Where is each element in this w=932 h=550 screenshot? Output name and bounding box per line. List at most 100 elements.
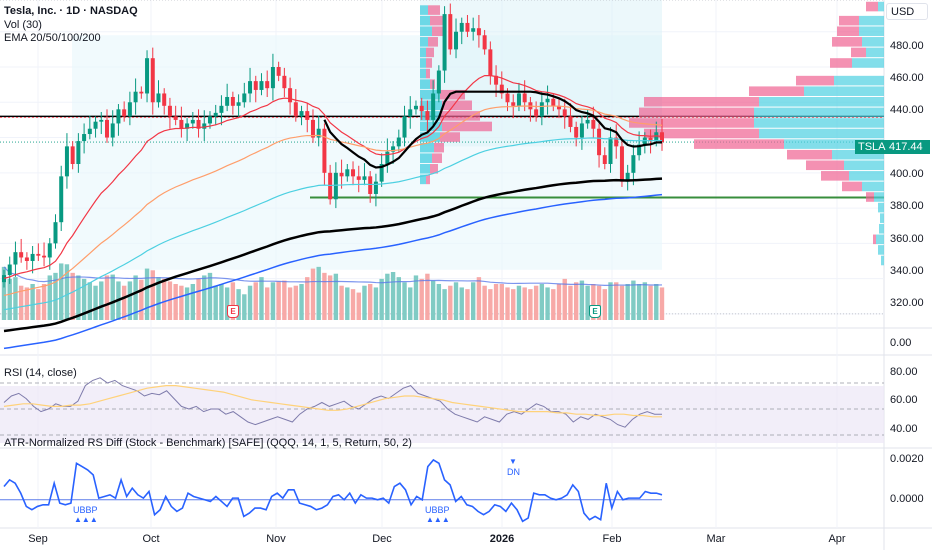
anchored-vwap-line bbox=[323, 90, 663, 169]
candle-body bbox=[133, 91, 138, 103]
time-label-mar: Mar bbox=[706, 533, 726, 545]
candle-body bbox=[465, 22, 470, 32]
volume-profile-bar bbox=[759, 128, 884, 139]
volume-bar bbox=[476, 277, 482, 320]
candle-body bbox=[522, 93, 527, 103]
rs-diff-line bbox=[3, 458, 663, 523]
session-profile-bar bbox=[432, 26, 444, 37]
candle-body bbox=[568, 116, 573, 127]
volume-profile-bar bbox=[844, 160, 884, 171]
candle-body bbox=[190, 119, 195, 124]
candle-body bbox=[202, 123, 207, 129]
candle-body bbox=[431, 93, 436, 120]
session-profile-bar bbox=[430, 15, 445, 26]
candle-body bbox=[631, 155, 636, 173]
candle-body bbox=[562, 109, 567, 117]
session-profile-bar bbox=[420, 111, 440, 121]
volume-bar bbox=[419, 278, 424, 320]
candle-body bbox=[87, 128, 92, 135]
volume-bar bbox=[333, 273, 339, 320]
candle-body bbox=[47, 243, 52, 258]
volume-bar bbox=[190, 284, 196, 320]
volume-bar bbox=[596, 285, 602, 320]
volume-bar bbox=[619, 285, 625, 320]
price-tick: 440.00 bbox=[890, 104, 924, 116]
session-profile-bar bbox=[420, 121, 442, 132]
volume-bar bbox=[625, 284, 630, 320]
earnings-marker[interactable]: E bbox=[589, 305, 601, 318]
candle-body bbox=[585, 119, 590, 124]
volume-bar bbox=[276, 281, 281, 320]
volume-bar bbox=[41, 284, 47, 320]
triangle-down-icon: ▼ bbox=[509, 457, 517, 466]
volume-legend[interactable]: Vol (30) bbox=[4, 19, 42, 31]
candle-body bbox=[253, 81, 258, 90]
session-profile-bar bbox=[420, 5, 428, 15]
candle-body bbox=[551, 98, 556, 106]
triangle-up-icon: ▲▲▲ bbox=[426, 515, 450, 524]
volume-bar bbox=[636, 284, 642, 320]
rsi-tick: 60.00 bbox=[890, 394, 918, 406]
candle-body bbox=[288, 88, 293, 103]
volume-bar bbox=[465, 289, 470, 320]
volume-bar bbox=[133, 275, 138, 320]
candle-body bbox=[162, 93, 167, 106]
volume-bar bbox=[385, 273, 390, 320]
volume-profile-bar bbox=[804, 86, 884, 96]
volume-profile-bar bbox=[866, 1, 878, 12]
time-label-sep: Sep bbox=[28, 533, 48, 545]
volume-bar bbox=[93, 285, 98, 320]
session-profile-bar bbox=[440, 132, 460, 142]
volume-profile-bar bbox=[644, 128, 759, 139]
candle-body bbox=[259, 81, 264, 90]
volume-profile-bar bbox=[880, 213, 884, 223]
candle-body bbox=[373, 181, 378, 194]
candle-body bbox=[53, 222, 58, 244]
volume-bar bbox=[493, 284, 499, 320]
candle-body bbox=[448, 14, 453, 50]
volume-bar bbox=[642, 282, 648, 320]
volume-bar bbox=[59, 263, 64, 320]
rsi-legend[interactable]: RSI (14, close) bbox=[4, 367, 77, 379]
rsi-tick: 80.00 bbox=[890, 366, 918, 378]
volume-profile-bar bbox=[878, 245, 884, 255]
candle-body bbox=[597, 128, 602, 156]
candle-body bbox=[591, 119, 596, 129]
session-profile-bar bbox=[420, 142, 434, 153]
rs-legend[interactable]: ATR-Normalized RS Diff (Stock - Benchmar… bbox=[4, 437, 412, 449]
volume-bar bbox=[1, 266, 7, 320]
time-label-nov: Nov bbox=[266, 533, 286, 545]
volume-bar bbox=[81, 278, 87, 320]
volume-profile-bar bbox=[694, 139, 784, 149]
volume-bar bbox=[499, 284, 504, 320]
earnings-marker[interactable]: E bbox=[227, 305, 239, 318]
volume-profile-bar bbox=[749, 86, 804, 96]
ema-legend[interactable]: EMA 20/50/100/200 bbox=[4, 32, 101, 44]
volume-bar bbox=[573, 282, 579, 320]
volume-bar bbox=[551, 289, 556, 320]
volume-bar bbox=[207, 272, 213, 320]
candle-body bbox=[488, 49, 493, 76]
candle-body bbox=[391, 146, 396, 152]
volume-bar bbox=[367, 284, 373, 320]
session-profile-bar bbox=[420, 58, 426, 68]
candle-body bbox=[30, 253, 35, 261]
candle-body bbox=[24, 257, 29, 261]
candle-body bbox=[534, 109, 539, 117]
volume-bar bbox=[585, 285, 590, 320]
candle-body bbox=[139, 91, 144, 94]
ema-50-line bbox=[3, 105, 663, 297]
volume-bar bbox=[150, 270, 155, 320]
volume-bar bbox=[24, 287, 30, 320]
volume-bar bbox=[18, 285, 24, 320]
candle-body bbox=[122, 109, 127, 117]
candle-body bbox=[99, 119, 104, 122]
candle-body bbox=[614, 137, 619, 147]
session-profile-bar bbox=[442, 100, 472, 111]
volume-bar bbox=[556, 284, 562, 320]
volume-bar bbox=[173, 284, 178, 320]
currency-selector[interactable]: USD bbox=[886, 3, 928, 20]
rs-tick: 0.0000 bbox=[890, 493, 924, 505]
candle-body bbox=[579, 123, 584, 138]
